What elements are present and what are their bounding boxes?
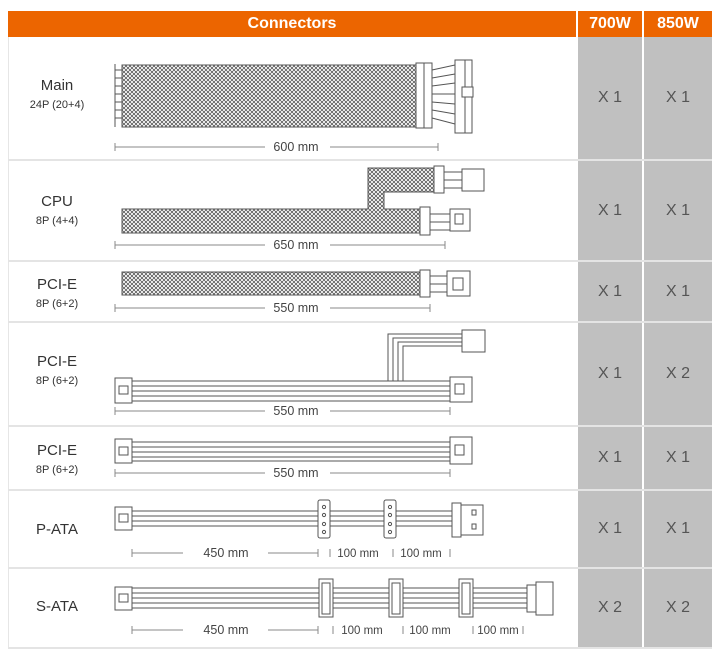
count-700w: X 1 xyxy=(597,520,622,537)
segment-label: 100 mm xyxy=(400,548,442,560)
connector-name: CPU xyxy=(41,193,73,210)
segment-label: 100 mm xyxy=(341,625,383,637)
connector-pins: 8P (6+2) xyxy=(35,298,79,310)
row-label-cpu: CPU 8P (4+4) xyxy=(8,193,106,227)
connector-name: P-ATA xyxy=(36,521,78,538)
divider xyxy=(8,321,712,323)
pcie-cable-illustration xyxy=(114,436,473,465)
row-label-pata: P-ATA xyxy=(8,521,106,538)
column-850w xyxy=(644,37,712,648)
sata-cable-illustration xyxy=(114,578,554,618)
divider xyxy=(8,260,712,262)
pcie-split-cable-illustration xyxy=(114,329,486,404)
count-700w: X 1 xyxy=(597,201,622,219)
count-850w: X 1 xyxy=(665,449,690,466)
count-700w: X 1 xyxy=(597,365,622,382)
dimension-label: 450 mm xyxy=(203,546,248,560)
connector-pins: 8P (4+4) xyxy=(35,215,79,227)
row-label-pcie: PCI-E 8P (6+2) xyxy=(8,276,106,310)
divider xyxy=(8,567,712,569)
column-700w xyxy=(578,37,642,648)
pcie-cable-illustration xyxy=(121,269,471,298)
row-label-sata: S-ATA xyxy=(8,598,106,615)
count-850w: X 1 xyxy=(665,282,690,300)
row-label-pcie: PCI-E 8P (6+2) xyxy=(8,353,106,387)
connector-name: S-ATA xyxy=(36,598,78,615)
divider xyxy=(8,489,712,491)
segment-label: 100 mm xyxy=(477,625,519,637)
dimension-lines xyxy=(114,143,524,634)
count-700w: X 1 xyxy=(597,89,622,106)
divider xyxy=(8,425,712,427)
connector-name: PCI-E xyxy=(36,442,77,459)
segment-label: 100 mm xyxy=(337,548,379,560)
main-cable-illustration xyxy=(114,59,474,134)
row-label-pcie: PCI-E 8P (6+2) xyxy=(8,442,106,476)
dimension-label: 550 mm xyxy=(273,301,318,315)
count-700w: X 1 xyxy=(597,282,622,300)
count-700w: X 1 xyxy=(597,449,622,466)
connector-name: PCI-E xyxy=(36,276,77,293)
count-850w: X 1 xyxy=(665,89,690,106)
cpu-cable-illustration xyxy=(121,165,485,236)
dimension-label: 650 mm xyxy=(273,238,318,252)
connector-name: Main xyxy=(40,77,74,94)
header-connectors: Connectors xyxy=(8,11,576,37)
count-700w: X 2 xyxy=(597,599,622,616)
count-850w: X 2 xyxy=(665,365,690,382)
count-850w: X 1 xyxy=(665,201,690,219)
divider xyxy=(8,159,712,161)
header-700w: 700W xyxy=(578,11,642,37)
pata-cable-illustration xyxy=(114,499,484,539)
count-850w: X 2 xyxy=(665,599,690,616)
divider xyxy=(8,647,712,649)
segment-label: 100 mm xyxy=(409,625,451,637)
divider xyxy=(8,37,9,648)
connector-pins: 8P (6+2) xyxy=(35,375,79,387)
connector-pins: 24P (20+4) xyxy=(29,99,85,111)
count-850w: X 1 xyxy=(665,520,690,537)
dimension-label: 600 mm xyxy=(273,140,318,154)
dimension-label: 450 mm xyxy=(203,623,248,637)
header-850w: 850W xyxy=(644,11,712,37)
dimension-label: 550 mm xyxy=(273,404,318,418)
connector-pins: 8P (6+2) xyxy=(35,464,79,476)
dimension-label: 550 mm xyxy=(273,466,318,480)
connector-name: PCI-E xyxy=(36,353,77,370)
row-label-main: Main 24P (20+4) xyxy=(8,77,106,111)
